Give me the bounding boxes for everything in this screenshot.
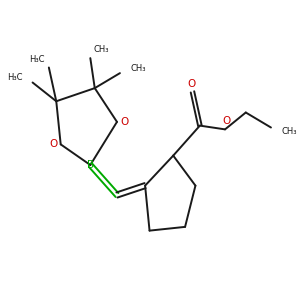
Text: O: O xyxy=(222,116,231,126)
Text: CH₃: CH₃ xyxy=(93,45,109,54)
Text: B: B xyxy=(87,160,94,170)
Text: CH₃: CH₃ xyxy=(281,127,297,136)
Text: H₃C: H₃C xyxy=(29,55,44,64)
Text: O: O xyxy=(187,79,195,88)
Text: CH₃: CH₃ xyxy=(130,64,146,73)
Text: H₃C: H₃C xyxy=(7,74,22,82)
Text: O: O xyxy=(121,117,129,127)
Text: O: O xyxy=(49,140,57,149)
